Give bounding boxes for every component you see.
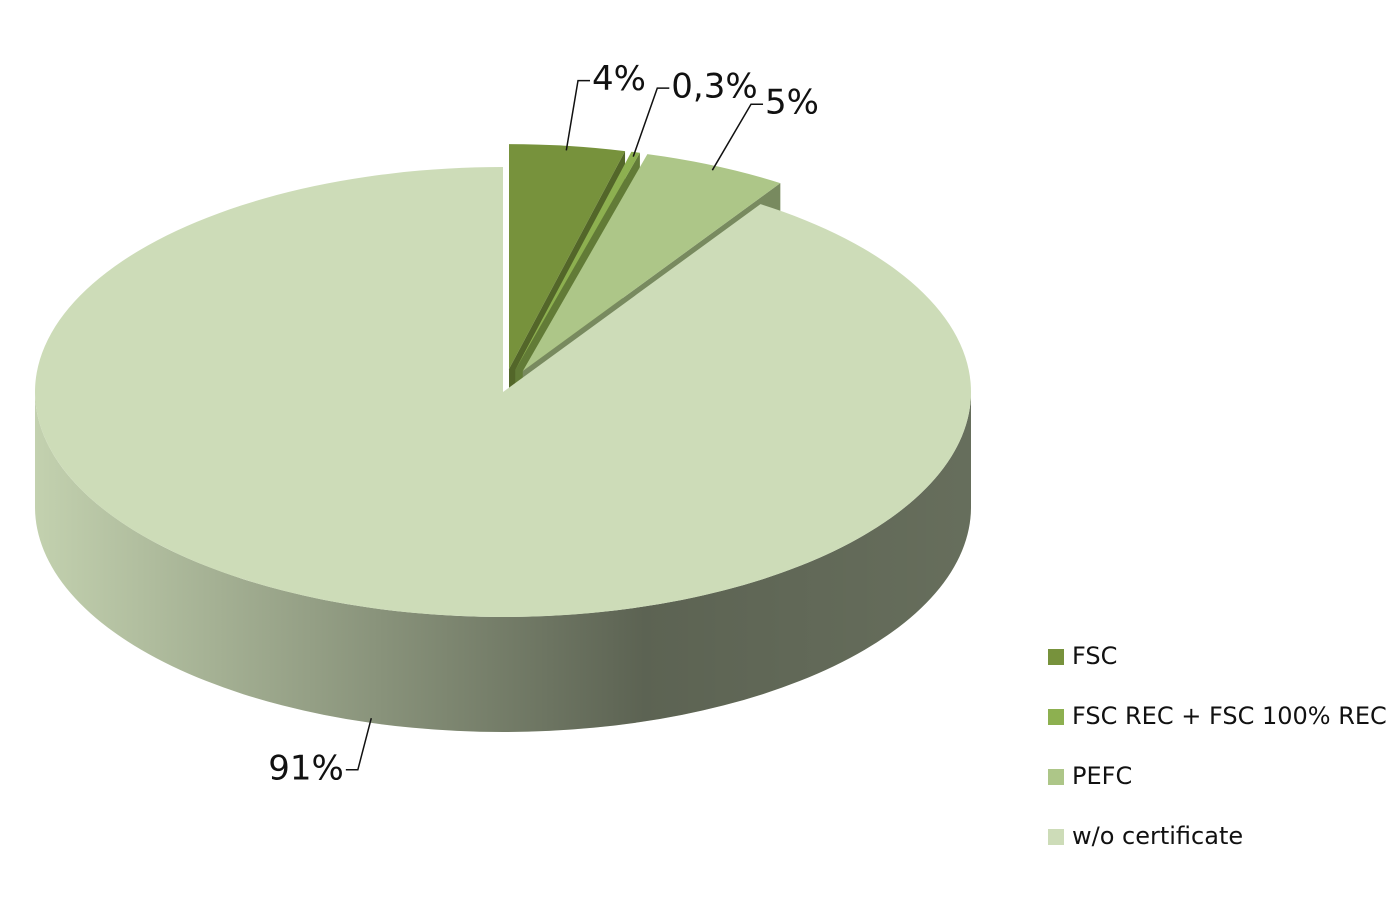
legend-label: w/o certificate: [1072, 822, 1243, 850]
legend-swatch: [1048, 829, 1064, 845]
legend-label: PEFC: [1072, 762, 1132, 790]
legend-swatch: [1048, 709, 1064, 725]
legend-label: FSC REC + FSC 100% REC: [1072, 702, 1387, 730]
data-label: 4%: [592, 59, 646, 99]
data-label: 0,3%: [671, 67, 757, 107]
slice: [522, 154, 781, 371]
leader-line: [711, 103, 764, 171]
legend-swatch: [1048, 769, 1064, 785]
slice-side-shade: [35, 392, 971, 732]
pie-tops: [34, 144, 971, 618]
slice: [515, 151, 640, 370]
leader-line: [345, 718, 373, 771]
data-labels: 4% 0,3% 5% 91%: [268, 59, 819, 788]
slice: [508, 144, 626, 370]
leader-line: [565, 79, 591, 151]
legend-swatch: [1048, 649, 1064, 665]
legend-label: FSC: [1072, 642, 1117, 670]
leader-line: [632, 87, 670, 157]
data-label: 91%: [268, 748, 344, 788]
slice: [34, 167, 971, 618]
legend: FSC FSC REC + FSC 100% REC PEFC w/o certifi…: [1048, 642, 1387, 850]
data-label: 5%: [765, 83, 819, 123]
